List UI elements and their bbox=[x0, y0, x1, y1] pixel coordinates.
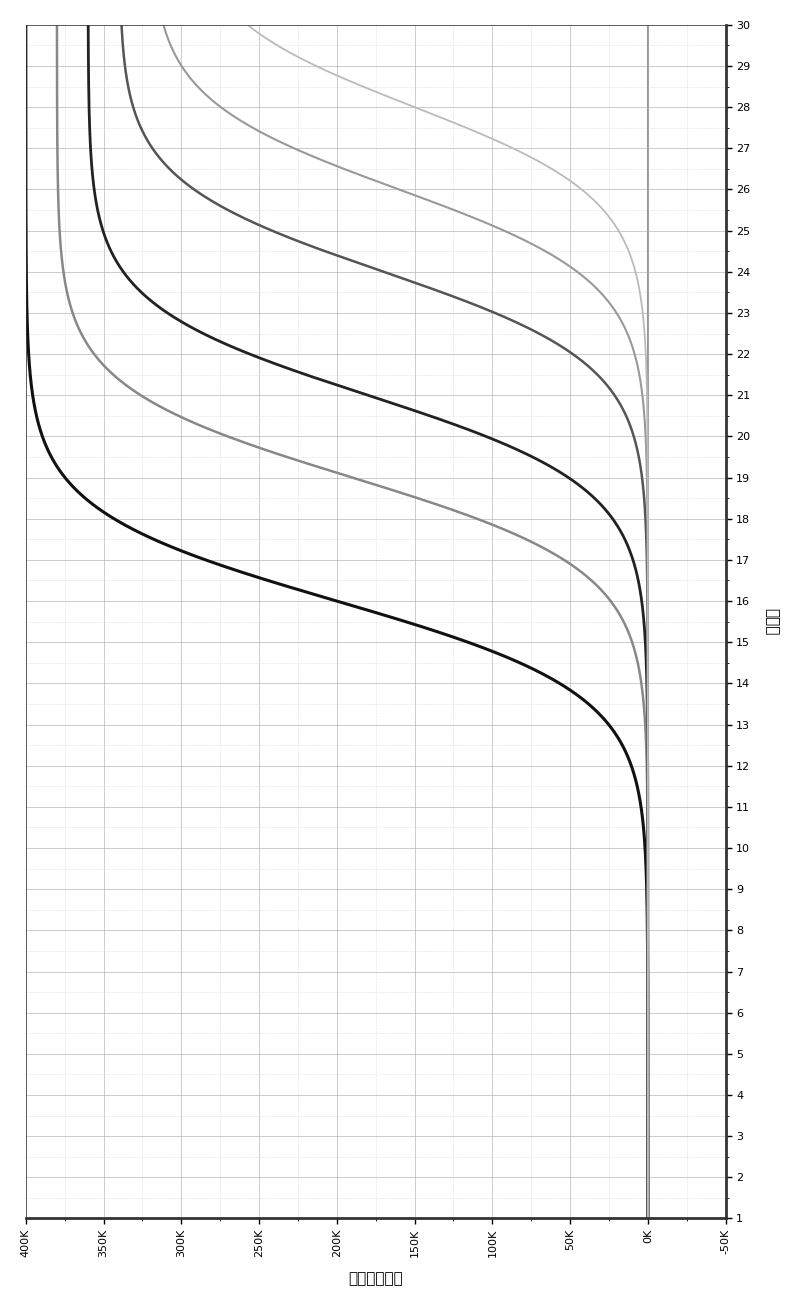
X-axis label: 相对荆光强度: 相对荆光强度 bbox=[348, 1272, 403, 1286]
Y-axis label: 循环数: 循环数 bbox=[764, 608, 779, 635]
